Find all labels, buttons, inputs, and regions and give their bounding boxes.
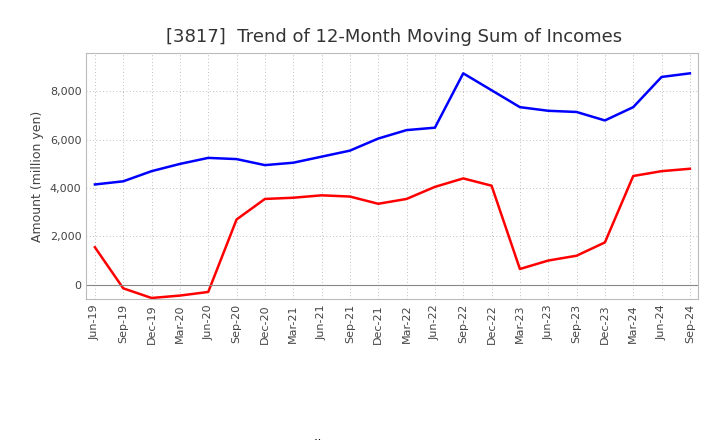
Net Income — [289, 195, 297, 200]
Ordinary Income — [572, 110, 581, 115]
Ordinary Income — [487, 88, 496, 93]
Line: Net Income: Net Income — [95, 169, 690, 298]
Line: Ordinary Income: Ordinary Income — [95, 73, 690, 184]
Ordinary Income — [261, 162, 269, 168]
Net Income — [459, 176, 467, 181]
Net Income — [516, 266, 524, 271]
Ordinary Income — [91, 182, 99, 187]
Ordinary Income — [516, 105, 524, 110]
Ordinary Income — [119, 179, 127, 184]
Ordinary Income — [629, 105, 637, 110]
Net Income — [261, 196, 269, 202]
Net Income — [431, 184, 439, 190]
Ordinary Income — [346, 148, 354, 153]
Net Income — [402, 196, 411, 202]
Ordinary Income — [204, 155, 212, 161]
Net Income — [600, 240, 609, 245]
Net Income — [346, 194, 354, 199]
Ordinary Income — [176, 161, 184, 167]
Ordinary Income — [600, 118, 609, 123]
Net Income — [233, 217, 241, 222]
Ordinary Income — [402, 128, 411, 133]
Net Income — [318, 193, 326, 198]
Legend: Ordinary Income, Net Income: Ordinary Income, Net Income — [252, 433, 533, 440]
Ordinary Income — [459, 71, 467, 76]
Net Income — [685, 166, 694, 172]
Net Income — [657, 169, 666, 174]
Net Income — [572, 253, 581, 258]
Y-axis label: Amount (million yen): Amount (million yen) — [32, 110, 45, 242]
Ordinary Income — [544, 108, 552, 114]
Ordinary Income — [685, 71, 694, 76]
Net Income — [176, 293, 184, 298]
Ordinary Income — [148, 169, 156, 174]
Text: [3817]  Trend of 12-Month Moving Sum of Incomes: [3817] Trend of 12-Month Moving Sum of I… — [166, 28, 622, 46]
Ordinary Income — [657, 74, 666, 80]
Ordinary Income — [289, 160, 297, 165]
Net Income — [204, 290, 212, 295]
Ordinary Income — [431, 125, 439, 130]
Net Income — [629, 173, 637, 179]
Net Income — [544, 258, 552, 263]
Ordinary Income — [374, 136, 382, 141]
Net Income — [374, 201, 382, 206]
Net Income — [91, 245, 99, 250]
Ordinary Income — [233, 157, 241, 162]
Net Income — [487, 183, 496, 188]
Net Income — [119, 286, 127, 291]
Ordinary Income — [318, 154, 326, 159]
Net Income — [148, 295, 156, 301]
